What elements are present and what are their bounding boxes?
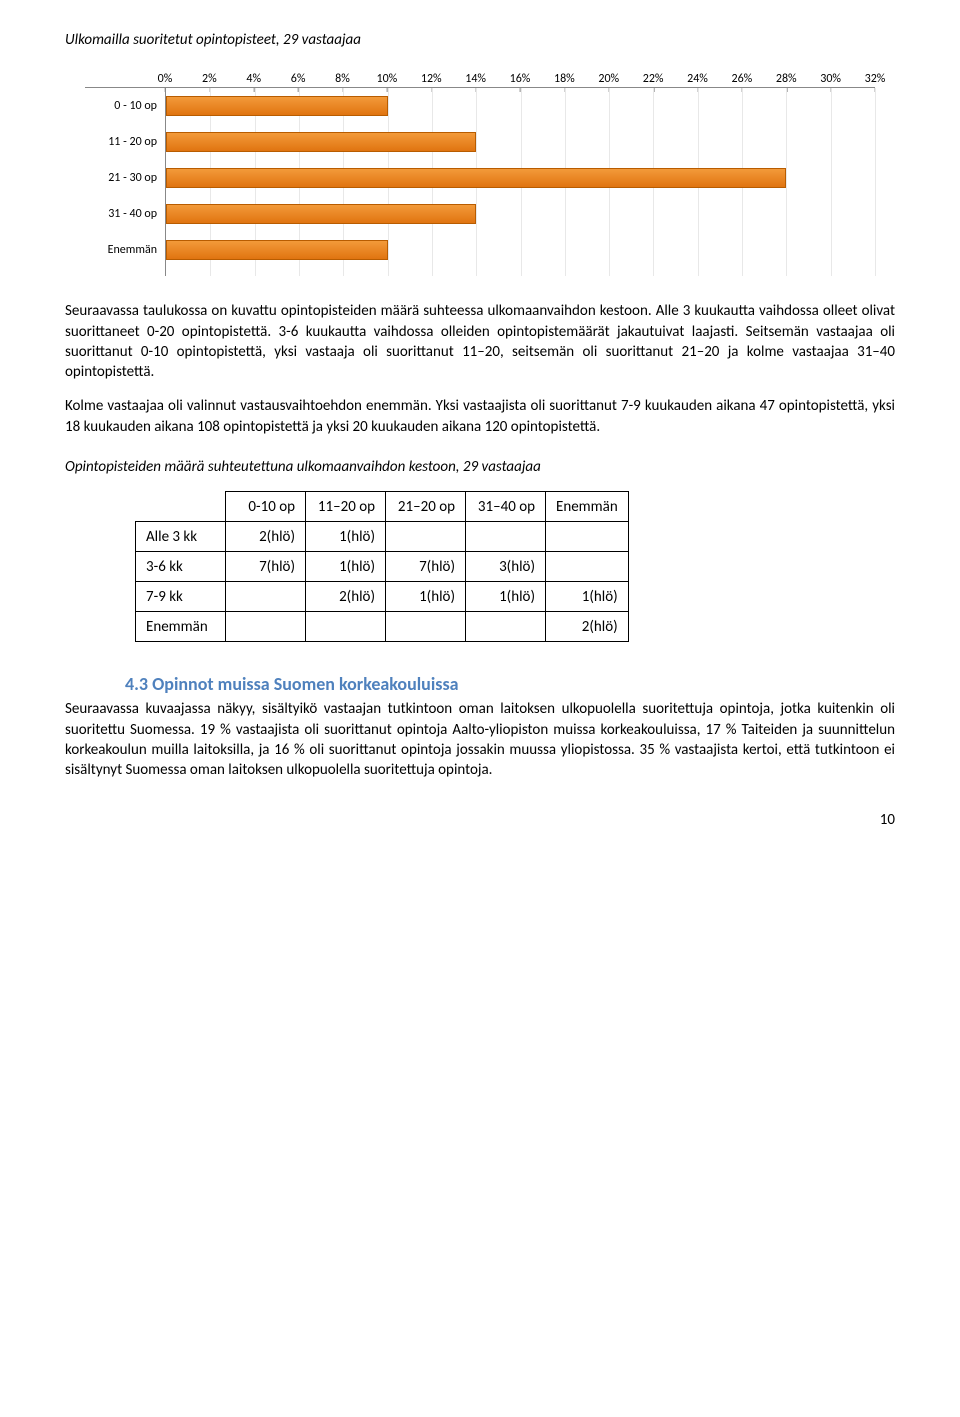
x-tick: 0%	[158, 71, 173, 87]
x-tick: 8%	[335, 71, 350, 87]
y-label: 31 - 40 op	[85, 196, 165, 232]
chart-plot-area	[165, 88, 875, 276]
table-cell: 2(hlö)	[306, 582, 386, 612]
table-cell	[306, 612, 386, 642]
chart-bar	[166, 168, 786, 188]
x-tick: 20%	[598, 71, 619, 87]
table-row-header: 7-9 kk	[136, 582, 226, 612]
table-cell	[386, 522, 466, 552]
x-axis-ticks: 0%2%4%6%8%10%12%14%16%18%20%22%24%26%28%…	[165, 61, 875, 87]
table-row-header: 3-6 kk	[136, 552, 226, 582]
table-cell: 2(hlö)	[546, 612, 629, 642]
x-tick: 22%	[643, 71, 664, 87]
table-cell	[466, 612, 546, 642]
table-cell	[546, 522, 629, 552]
chart-bar	[166, 132, 476, 152]
chart-bar	[166, 96, 388, 116]
bar-chart: 0% 2% 4% 6% 8% 10% 12% 14% 16% 18% 20% 22% 24% 26% 28%…	[85, 62, 875, 276]
table-body: Alle 3 kk2(hlö)1(hlö)3-6 kk7(hlö)1(hlö)7…	[136, 522, 629, 642]
table-column-header: 11–20 op	[306, 492, 386, 522]
chart-bar	[166, 240, 388, 260]
table-cell	[226, 582, 306, 612]
page-number: 10	[65, 810, 895, 830]
chart-bar	[166, 204, 476, 224]
y-label: 21 - 30 op	[85, 160, 165, 196]
chart-bar-row	[166, 88, 875, 124]
x-tick: 30%	[820, 71, 841, 87]
table-row: Enemmän 2(hlö)	[136, 612, 629, 642]
x-tick: 16%	[510, 71, 531, 87]
chart-title: Ulkomailla suoritetut opintopisteet, 29 …	[65, 30, 895, 50]
y-label: 0 - 10 op	[85, 88, 165, 124]
paragraph-2: Kolme vastaajaa oli valinnut vastausvaih…	[65, 396, 895, 437]
x-tick: 28%	[776, 71, 797, 87]
table-cell: 1(hlö)	[386, 582, 466, 612]
y-label: Enemmän	[85, 232, 165, 268]
table-row: 3-6 kk7(hlö)1(hlö)7(hlö)3(hlö)	[136, 552, 629, 582]
table-column-header: 21–20 op	[386, 492, 466, 522]
x-tick: 14%	[465, 71, 486, 87]
data-table: 0-10 op11–20 op21–20 op31–40 opEnemmän A…	[135, 491, 629, 642]
table-row-header: Alle 3 kk	[136, 522, 226, 552]
y-label: 11 - 20 op	[85, 124, 165, 160]
table-cell	[226, 612, 306, 642]
x-tick: 24%	[687, 71, 708, 87]
table-cell: 1(hlö)	[466, 582, 546, 612]
table-cell: 1(hlö)	[306, 552, 386, 582]
table-cell: 2(hlö)	[226, 522, 306, 552]
section-heading: 4.3 Opinnot muissa Suomen korkeakouluiss…	[125, 672, 895, 696]
chart-bar-row	[166, 160, 875, 196]
table-caption: Opintopisteiden määrä suhteutettuna ulko…	[65, 457, 895, 477]
paragraph-1: Seuraavassa taulukossa on kuvattu opinto…	[65, 301, 895, 382]
y-axis-labels: 0 - 10 op11 - 20 op21 - 30 op31 - 40 opE…	[85, 88, 165, 276]
chart-bar-row	[166, 196, 875, 232]
table-cell: 7(hlö)	[226, 552, 306, 582]
table-corner	[136, 492, 226, 522]
table-column-header: 31–40 op	[466, 492, 546, 522]
x-tick: 32%	[865, 71, 886, 87]
x-tick: 6%	[291, 71, 306, 87]
table-cell	[386, 612, 466, 642]
table-cell: 1(hlö)	[306, 522, 386, 552]
x-tick: 26%	[732, 71, 753, 87]
paragraph-3: Seuraavassa kuvaajassa näkyy, sisältyikö…	[65, 699, 895, 780]
table-header-row: 0-10 op11–20 op21–20 op31–40 opEnemmän	[136, 492, 629, 522]
table-cell: 1(hlö)	[546, 582, 629, 612]
table-row-header: Enemmän	[136, 612, 226, 642]
chart-bar-row	[166, 124, 875, 160]
x-tick: 18%	[554, 71, 575, 87]
table-cell	[546, 552, 629, 582]
x-tick: 12%	[421, 71, 442, 87]
table-cell: 7(hlö)	[386, 552, 466, 582]
table-cell: 3(hlö)	[466, 552, 546, 582]
table-cell	[466, 522, 546, 552]
x-tick: 10%	[377, 71, 398, 87]
x-tick: 4%	[246, 71, 261, 87]
table-column-header: Enemmän	[546, 492, 629, 522]
x-tick: 2%	[202, 71, 217, 87]
table-column-header: 0-10 op	[226, 492, 306, 522]
table-row: 7-9 kk2(hlö)1(hlö)1(hlö)1(hlö)	[136, 582, 629, 612]
chart-bar-row	[166, 232, 875, 268]
table-row: Alle 3 kk2(hlö)1(hlö)	[136, 522, 629, 552]
